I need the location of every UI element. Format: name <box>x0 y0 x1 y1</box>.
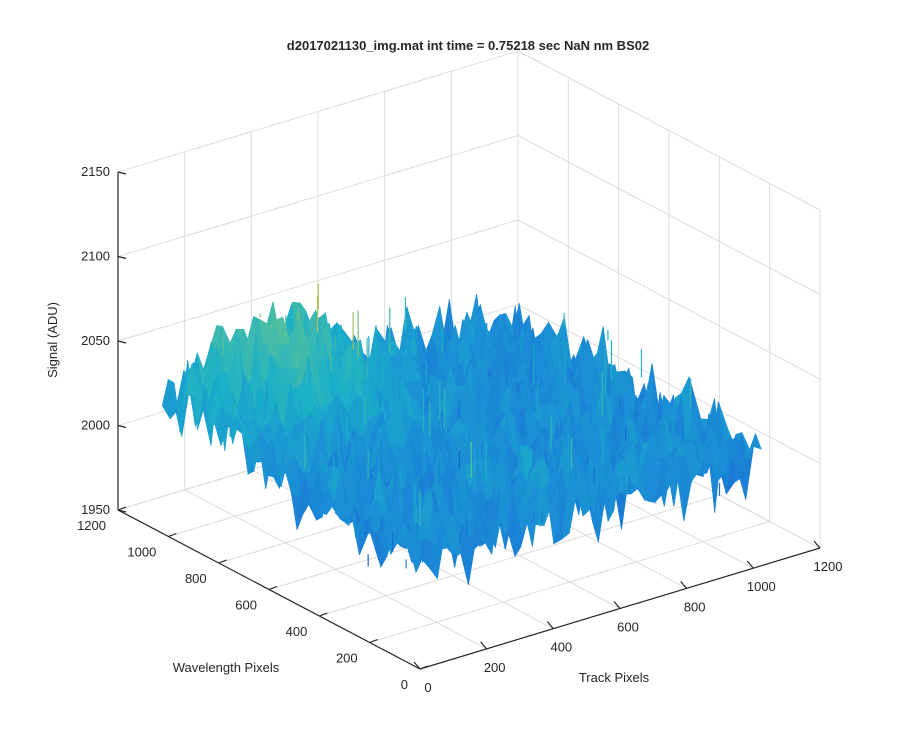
grid-line <box>117 135 519 257</box>
z-tick-label: 2150 <box>81 164 110 179</box>
x-tick-mark <box>680 580 688 589</box>
x-tick-mark <box>546 621 554 630</box>
y-tick-label: 600 <box>235 598 257 613</box>
x-tick-mark <box>413 661 421 670</box>
x-tick-label: 1000 <box>747 579 776 594</box>
y-tick-label: 200 <box>336 651 358 666</box>
x-tick-label: 0 <box>424 680 431 695</box>
y-tick-label: 400 <box>286 624 308 639</box>
z-tick-mark <box>117 171 127 175</box>
z-tick-label: 2050 <box>81 333 110 348</box>
z-tick-mark <box>117 509 127 513</box>
y-axis-label: Wavelength Pixels <box>173 660 280 675</box>
grid-line <box>117 219 519 342</box>
y-tick-label: 800 <box>185 571 207 586</box>
grid-line <box>517 50 821 211</box>
y-tick-mark <box>319 612 328 617</box>
y-tick-label: 0 <box>401 677 408 692</box>
x-tick-mark <box>813 540 821 549</box>
grid-line <box>517 304 821 464</box>
grid-line <box>517 135 821 295</box>
y-tick-label: 1200 <box>77 518 106 533</box>
z-tick-mark <box>117 340 127 344</box>
x-tick-label: 1200 <box>814 559 843 574</box>
y-tick-mark <box>369 638 378 644</box>
z-tick-label: 1950 <box>81 502 110 517</box>
x-tick-label: 400 <box>550 640 572 655</box>
z-axis-label: Signal (ADU) <box>45 302 60 378</box>
z-tick-label: 2100 <box>81 249 110 264</box>
y-tick-mark <box>268 585 278 591</box>
y-tick-mark <box>168 532 177 538</box>
z-tick-mark <box>117 255 127 260</box>
z-tick-mark <box>117 424 127 429</box>
surface-patch <box>747 432 762 460</box>
grid-line <box>517 219 821 380</box>
surface-layer <box>161 283 762 585</box>
y-tick-mark <box>419 665 429 670</box>
x-tick-label: 600 <box>617 620 639 635</box>
grid-line <box>319 494 720 617</box>
x-tick-mark <box>613 601 621 609</box>
axes-layer: 0 200 400 600 800 1000 1200 0 200 400 600 800 1000 12… <box>77 164 842 695</box>
z-tick-label: 2000 <box>81 418 110 433</box>
x-tick-label: 800 <box>684 599 706 614</box>
y-tick-mark <box>117 506 127 511</box>
y-tick-label: 1000 <box>127 545 156 560</box>
grid-line <box>117 50 519 173</box>
x-tick-mark <box>480 641 488 650</box>
y-tick-mark <box>218 559 227 564</box>
x-tick-label: 200 <box>484 660 506 675</box>
x-axis-label: Track Pixels <box>579 670 650 685</box>
x-tick-mark <box>746 560 754 569</box>
chart-title: d2017021130_img.mat int time = 0.75218 s… <box>287 38 649 53</box>
grid-line <box>369 521 770 643</box>
